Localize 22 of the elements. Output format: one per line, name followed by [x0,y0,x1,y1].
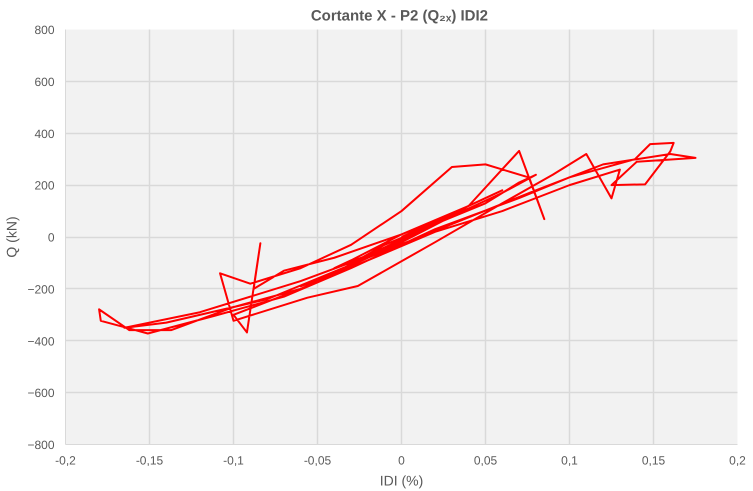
x-axis-title: IDI (%) [380,472,424,488]
y-tick-label: −800 [27,438,55,452]
y-tick-label: −400 [27,334,55,348]
x-tick-label: -0,1 [223,454,244,468]
x-tick-label: -0,15 [136,454,164,468]
x-tick-label: -0,2 [55,454,76,468]
y-tick-label: 0 [48,230,55,244]
line-series [98,142,696,334]
x-tick-label: 0,2 [729,454,746,468]
chart-title: Cortante X - P2 (Q₂ₓ) IDI2 [310,8,488,24]
y-tick-label: 200 [34,178,55,193]
x-tick-label: 0 [398,454,406,468]
x-tick-label: 0,1 [561,454,578,468]
y-tick-label: 400 [34,126,55,141]
x-tick-label: 0,05 [474,454,498,468]
y-tick-label: 800 [34,23,55,37]
x-tick-label: -0,05 [304,454,332,468]
x-tick-label: 0,15 [642,454,666,468]
y-tick-label: 600 [34,74,55,89]
y-tick-label: −600 [27,386,55,400]
y-tick-label: −200 [27,282,55,296]
y-axis-title: Q (kN) [3,216,20,258]
